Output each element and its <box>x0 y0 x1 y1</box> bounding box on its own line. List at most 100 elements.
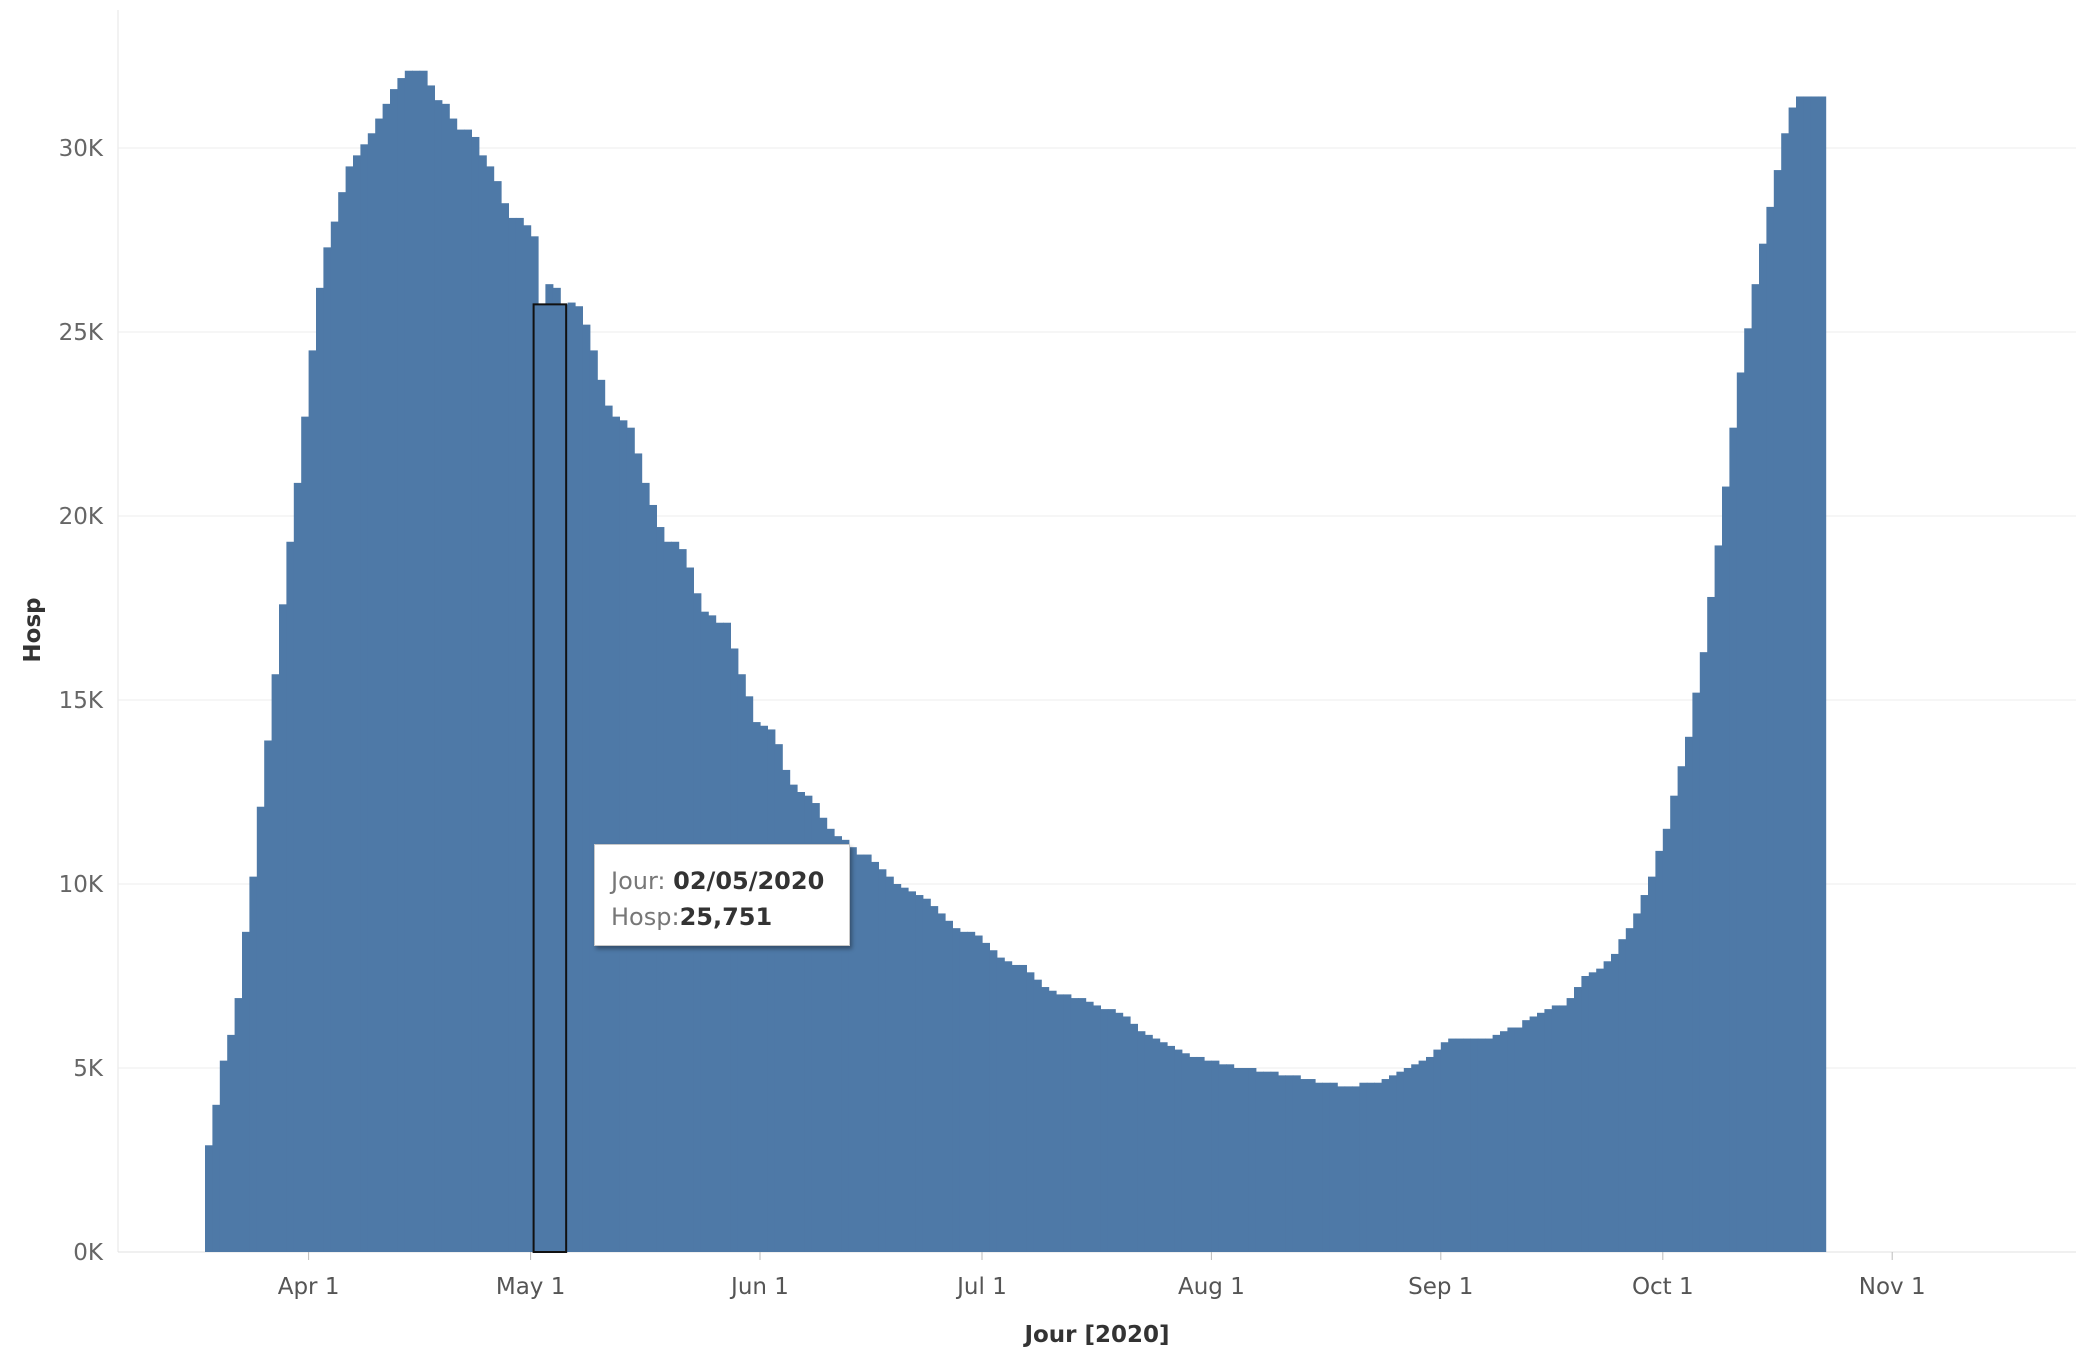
bar[interactable] <box>848 847 857 1252</box>
bar[interactable] <box>1189 1056 1198 1252</box>
bar[interactable] <box>1396 1071 1405 1252</box>
bar[interactable] <box>1796 96 1804 1253</box>
bar[interactable] <box>1374 1082 1383 1252</box>
bar[interactable] <box>404 70 413 1253</box>
bar[interactable] <box>1581 976 1590 1252</box>
bar[interactable] <box>1196 1056 1205 1252</box>
bar[interactable] <box>1699 652 1708 1252</box>
bar[interactable] <box>1322 1082 1331 1252</box>
bar[interactable] <box>427 85 435 1253</box>
bar[interactable] <box>441 103 450 1253</box>
bar[interactable] <box>375 118 384 1252</box>
bar[interactable] <box>1522 1020 1531 1252</box>
bar[interactable] <box>1085 1001 1094 1252</box>
bar[interactable] <box>1033 979 1042 1252</box>
bar[interactable] <box>626 427 635 1252</box>
bar[interactable] <box>1278 1075 1286 1252</box>
bar[interactable] <box>1026 972 1035 1252</box>
bar[interactable] <box>308 350 317 1252</box>
bar[interactable] <box>219 1060 228 1252</box>
bar[interactable] <box>1574 987 1582 1252</box>
bar[interactable] <box>1537 1012 1545 1252</box>
bar[interactable] <box>508 217 517 1252</box>
bar[interactable] <box>1063 994 1072 1252</box>
bar[interactable] <box>249 876 258 1252</box>
bar[interactable] <box>382 103 391 1253</box>
bar[interactable] <box>1381 1079 1390 1252</box>
bar[interactable] <box>1662 828 1671 1252</box>
bar[interactable] <box>1470 1038 1479 1252</box>
bar[interactable] <box>1337 1086 1346 1252</box>
bar[interactable] <box>760 725 768 1252</box>
bar[interactable] <box>456 129 465 1253</box>
bar[interactable] <box>1100 1009 1109 1252</box>
bar[interactable] <box>1300 1079 1309 1252</box>
bar[interactable] <box>286 541 295 1252</box>
bar[interactable] <box>1507 1027 1516 1252</box>
bar[interactable] <box>1285 1075 1294 1252</box>
bars[interactable] <box>205 70 1827 1253</box>
bar[interactable] <box>1315 1082 1323 1252</box>
bar[interactable] <box>1625 928 1634 1252</box>
bar[interactable] <box>1056 994 1064 1252</box>
bar[interactable] <box>1144 1034 1153 1252</box>
bar[interactable] <box>1544 1009 1553 1252</box>
bar[interactable] <box>841 839 850 1252</box>
bar[interactable] <box>878 869 887 1252</box>
bar[interactable] <box>493 181 502 1252</box>
bar[interactable] <box>367 133 376 1252</box>
bar[interactable] <box>1803 96 1812 1253</box>
bar[interactable] <box>1781 133 1790 1252</box>
bar[interactable] <box>419 70 428 1253</box>
bar[interactable] <box>212 1104 221 1252</box>
bar[interactable] <box>745 696 754 1252</box>
bar[interactable] <box>1403 1068 1412 1252</box>
bar[interactable] <box>486 166 495 1252</box>
bar[interactable] <box>1233 1068 1242 1252</box>
bar[interactable] <box>1773 170 1782 1253</box>
bar[interactable] <box>597 379 606 1253</box>
bar[interactable] <box>1633 913 1642 1252</box>
bar[interactable] <box>1559 1005 1568 1252</box>
bar[interactable] <box>1174 1049 1183 1252</box>
bar[interactable] <box>1426 1056 1434 1252</box>
bar[interactable] <box>1292 1075 1301 1252</box>
bar[interactable] <box>1766 206 1775 1252</box>
bar[interactable] <box>1011 964 1020 1252</box>
bar[interactable] <box>1566 998 1575 1252</box>
bar[interactable] <box>1736 372 1745 1253</box>
bar[interactable] <box>1130 1023 1138 1252</box>
bar[interactable] <box>1411 1064 1420 1252</box>
bar[interactable] <box>1818 96 1827 1253</box>
bar[interactable] <box>234 998 243 1252</box>
bar[interactable] <box>478 155 487 1253</box>
bar[interactable] <box>264 740 273 1252</box>
bar[interactable] <box>752 722 761 1252</box>
bar[interactable] <box>893 884 902 1252</box>
bar[interactable] <box>1759 243 1767 1252</box>
bar[interactable] <box>575 306 583 1252</box>
bar[interactable] <box>1241 1068 1249 1252</box>
bar[interactable] <box>826 828 835 1252</box>
bar[interactable] <box>316 287 324 1253</box>
bar[interactable] <box>989 950 998 1252</box>
bar[interactable] <box>589 350 598 1252</box>
bar[interactable] <box>412 70 421 1253</box>
bar[interactable] <box>1122 1016 1131 1252</box>
bar[interactable] <box>515 217 524 1252</box>
bar[interactable] <box>1152 1038 1161 1252</box>
bar[interactable] <box>819 817 828 1252</box>
bar[interactable] <box>797 792 805 1252</box>
bar[interactable] <box>449 118 458 1252</box>
bar[interactable] <box>523 225 532 1252</box>
bar[interactable] <box>1019 964 1027 1252</box>
bar[interactable] <box>730 648 739 1252</box>
bar[interactable] <box>242 931 250 1252</box>
bar[interactable] <box>1352 1086 1360 1252</box>
bar[interactable] <box>1463 1038 1471 1252</box>
bar[interactable] <box>619 420 628 1252</box>
bar[interactable] <box>1255 1071 1264 1252</box>
bar[interactable] <box>464 129 472 1253</box>
bar[interactable] <box>1492 1034 1501 1252</box>
bar[interactable] <box>1004 961 1013 1252</box>
